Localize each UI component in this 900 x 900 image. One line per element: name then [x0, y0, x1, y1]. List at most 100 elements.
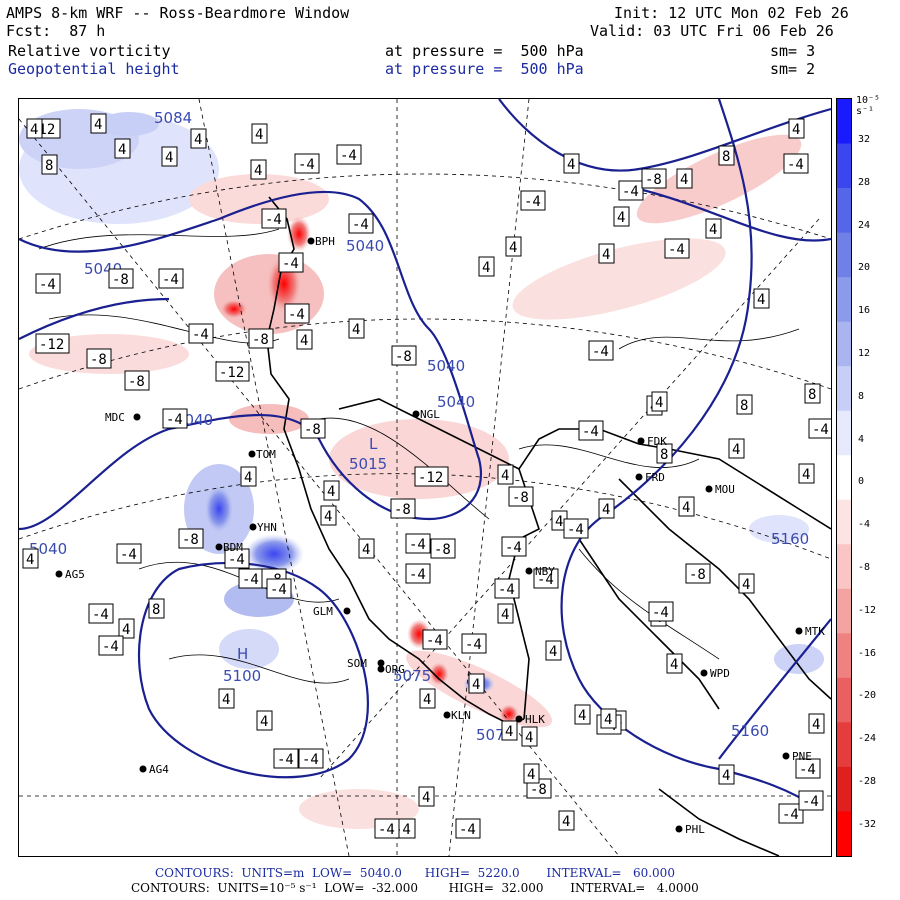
svg-text:-12: -12 [418, 470, 443, 486]
vorticity-value-box: 4 [90, 113, 107, 134]
svg-text:4: 4 [602, 247, 610, 263]
vorticity-value-box: 4 [558, 810, 575, 831]
svg-text:4: 4 [670, 657, 678, 673]
vorticity-value-box: 4 [798, 463, 815, 484]
vorticity-value-box: 4 [22, 548, 39, 569]
vorticity-value-box: 4 [497, 464, 514, 485]
svg-text:MOU: MOU [715, 483, 735, 496]
vorticity-value-box: -4 [520, 190, 546, 211]
vorticity-value-box: -8 [108, 268, 134, 289]
vorticity-value-box: 4 [418, 786, 435, 807]
svg-text:-4: -4 [228, 552, 245, 568]
colorbar-swatch [837, 410, 851, 456]
station-marker: MOU [705, 483, 735, 496]
svg-text:8: 8 [660, 447, 668, 463]
vorticity-value-box: -4 [494, 578, 520, 599]
vorticity-value-box: -4 [563, 518, 589, 539]
svg-text:4: 4 [94, 117, 102, 133]
svg-text:PNE: PNE [792, 750, 812, 763]
svg-text:4: 4 [122, 622, 130, 638]
vorticity-value-box: 4 [497, 603, 514, 624]
vorticity-value-box: -4 [278, 252, 304, 273]
colorbar-swatch [837, 544, 851, 590]
svg-text:-4: -4 [102, 639, 119, 655]
svg-text:-4: -4 [265, 212, 282, 228]
svg-text:4: 4 [30, 122, 38, 138]
svg-text:-4: -4 [592, 344, 609, 360]
svg-text:-4: -4 [288, 307, 305, 323]
svg-text:BDM: BDM [223, 541, 243, 554]
field2-level: at pressure = 500 hPa [385, 60, 584, 78]
colorbar-swatch [837, 588, 851, 634]
vorticity-value-box: -12 [35, 333, 70, 354]
svg-text:FDK: FDK [647, 435, 667, 448]
height-label: 5160 [771, 530, 809, 548]
vorticity-value-box: -4 [783, 153, 809, 174]
svg-text:4: 4 [527, 767, 535, 783]
height-label: 5040 [437, 393, 475, 411]
svg-text:4: 4 [194, 132, 202, 148]
vorticity-value-box: -8 [641, 168, 667, 189]
vorticity-value-box: 4 [358, 538, 375, 559]
vorticity-value-box: -4 [618, 180, 644, 201]
vorticity-value-box: -12 [414, 466, 449, 487]
vorticity-value-box: 4 [718, 764, 735, 785]
svg-text:4: 4 [327, 484, 335, 500]
svg-text:AG4: AG4 [149, 763, 169, 776]
svg-text:4: 4 [802, 467, 810, 483]
svg-text:-4: -4 [622, 184, 639, 200]
svg-text:4: 4 [617, 210, 625, 226]
svg-text:4: 4 [362, 542, 370, 558]
svg-text:-4: -4 [39, 277, 56, 293]
height-label: 5075 [393, 667, 431, 685]
vorticity-value-box: 4 [468, 673, 485, 694]
svg-text:-12: -12 [219, 365, 244, 381]
colorbar-swatch [837, 766, 851, 812]
station-marker: SOM [347, 657, 385, 670]
svg-text:-8: -8 [395, 349, 412, 365]
svg-text:4: 4 [562, 814, 570, 830]
vorticity-value-box: -4 [284, 303, 310, 324]
svg-text:-4: -4 [352, 217, 369, 233]
colorbar-swatch [837, 499, 851, 545]
vorticity-value-box: 4 [118, 618, 135, 639]
vorticity-value-box: -8 [178, 528, 204, 549]
svg-text:-8: -8 [645, 172, 662, 188]
station-marker: AG4 [139, 763, 169, 776]
svg-text:-8: -8 [394, 502, 411, 518]
low-marker: L [369, 435, 378, 453]
svg-text:4: 4 [732, 442, 740, 458]
vorticity-value-box: 4 [545, 640, 562, 661]
svg-text:4: 4 [525, 730, 533, 746]
station-marker: NGL [412, 408, 440, 421]
svg-text:YHN: YHN [257, 521, 277, 534]
svg-text:-4: -4 [242, 572, 259, 588]
colorbar-swatch [837, 277, 851, 323]
vorticity-value-box: 4 [666, 653, 683, 674]
init-time: Init: 12 UTC Mon 02 Feb 26 [614, 4, 849, 22]
colorbar-tick-label: 28 [858, 176, 871, 188]
vorticity-value-box: -4 [273, 748, 299, 769]
svg-text:AG5: AG5 [65, 568, 85, 581]
svg-text:-8: -8 [434, 542, 451, 558]
svg-text:4: 4 [549, 644, 557, 660]
colorbar-tick-label: -16 [858, 647, 877, 659]
svg-text:4: 4 [255, 127, 263, 143]
vorticity-value-box: -8 [508, 486, 534, 507]
station-marker: WPD [700, 667, 730, 680]
footer-vorticity-contours: CONTOURS: UNITS=10⁻⁵ s⁻¹ LOW= -32.000 HI… [131, 881, 699, 895]
svg-text:-8: -8 [530, 782, 547, 798]
svg-text:-4: -4 [92, 607, 109, 623]
vorticity-value-box: -4 [648, 601, 674, 622]
vorticity-value-box: 4 [753, 288, 770, 309]
colorbar-swatch [837, 811, 851, 856]
vorticity-value-box: -4 [188, 323, 214, 344]
svg-text:-4: -4 [282, 256, 299, 272]
footer-height-contours: CONTOURS: UNITS=m LOW= 5040.0 HIGH= 5220… [155, 866, 675, 880]
vorticity-value-box: -4 [501, 536, 527, 557]
svg-text:8: 8 [808, 387, 816, 403]
svg-text:-4: -4 [340, 148, 357, 164]
svg-text:-4: -4 [812, 422, 829, 438]
colorbar-tick-label: 20 [858, 262, 871, 274]
vorticity-value-box: 4 [419, 688, 436, 709]
